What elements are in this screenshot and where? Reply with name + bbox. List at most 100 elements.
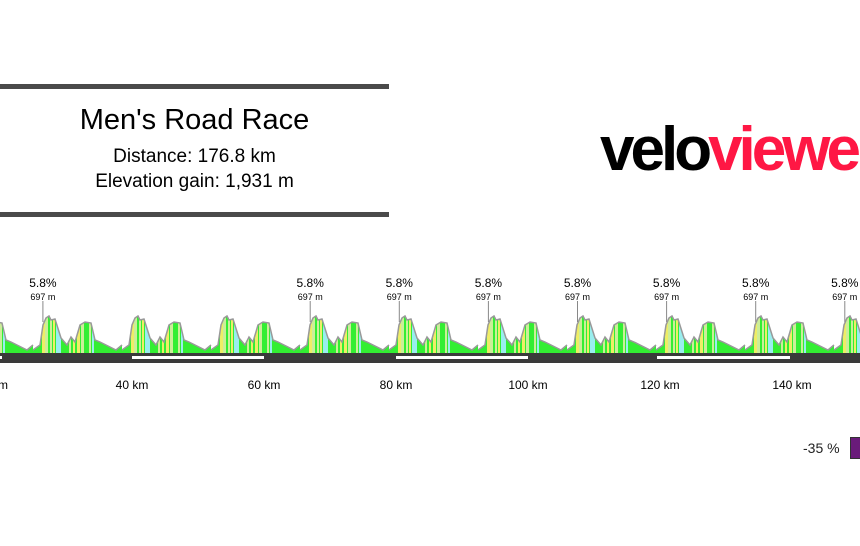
distance-bar-segment xyxy=(0,356,2,359)
gradient-segment xyxy=(490,316,493,353)
distance-bar-segment xyxy=(396,356,528,359)
gradient-segment xyxy=(487,316,490,353)
profile-outline xyxy=(566,314,657,351)
gradient-segment xyxy=(501,316,506,353)
elevation-profile-chart: km 40 km 60 km 80 km 100 km 120 km 140 km 5.8% 6… xyxy=(0,276,860,392)
gradient-segment xyxy=(142,316,144,353)
gradient-segment xyxy=(56,316,61,353)
gradient-segment xyxy=(255,316,258,353)
gradient-segment xyxy=(398,316,401,353)
climb-elevation-label: 697 m xyxy=(387,292,412,302)
gradient-segment xyxy=(145,316,150,353)
gradient-segment xyxy=(412,316,417,353)
gradient-segment xyxy=(785,316,787,353)
profile-lap-area xyxy=(0,322,33,353)
gradient-segment xyxy=(178,316,180,353)
title-box: Men's Road Race Distance: 176.8 km Eleva… xyxy=(0,90,389,212)
gradient-segment xyxy=(696,316,698,353)
gradient-segment xyxy=(851,316,853,353)
gradient-segment xyxy=(139,316,141,353)
gradient-segment xyxy=(534,316,536,353)
climb-elevation-label: 697 m xyxy=(743,292,768,302)
profile-outline xyxy=(655,314,746,351)
gradient-segment xyxy=(445,316,447,353)
climb-elevation-label: 697 m xyxy=(654,292,679,302)
gradient-segment xyxy=(317,316,319,353)
profile-outline xyxy=(121,314,212,351)
gradient-segment xyxy=(607,316,609,353)
distance-bar-segment xyxy=(657,356,790,359)
gradient-segment xyxy=(437,316,440,353)
gradient-segment xyxy=(665,316,668,353)
gradient-segment xyxy=(170,316,173,353)
gradient-segment xyxy=(73,316,75,353)
gradient-segment xyxy=(692,316,694,353)
gradient-segment xyxy=(587,316,589,353)
legend-swatch xyxy=(850,437,860,459)
gradient-segment xyxy=(89,316,91,353)
gradient-segment xyxy=(789,316,792,353)
gradient-segment xyxy=(615,316,618,353)
climb-elevation-label: 697 m xyxy=(832,292,857,302)
gradient-segment xyxy=(228,316,230,353)
profile-outline xyxy=(833,314,860,351)
profile-outline xyxy=(388,314,479,351)
gradient-segment xyxy=(348,316,351,353)
gradient-segment xyxy=(69,316,71,353)
distance-bar-segment xyxy=(132,356,264,359)
gradient-segment xyxy=(579,316,582,353)
gradient-segment xyxy=(429,316,431,353)
gradient-segment xyxy=(846,316,849,353)
climb-gradient-label: 5.8% xyxy=(29,276,57,290)
gradient-segment xyxy=(623,316,625,353)
gradient-segment xyxy=(768,316,773,353)
gradient-segment xyxy=(611,316,614,353)
gradient-segment xyxy=(320,316,322,353)
profile-outline xyxy=(299,314,390,351)
climb-gradient-label: 5.8% xyxy=(386,276,414,290)
profile-outline xyxy=(744,314,835,351)
x-tick-label: 40 km xyxy=(116,378,149,392)
gradient-segment xyxy=(312,316,315,353)
climb-gradient-label: 5.8% xyxy=(653,276,681,290)
gradient-segment xyxy=(0,316,2,353)
x-tick-label: 80 km xyxy=(380,378,413,392)
climb-elevation-label: 697 m xyxy=(476,292,501,302)
gradient-segment xyxy=(668,316,671,353)
gradient-segment xyxy=(45,316,48,353)
gradient-segment xyxy=(77,316,80,353)
race-title: Men's Road Race xyxy=(79,104,310,136)
climb-gradient-label: 5.8% xyxy=(742,276,770,290)
gradient-segment xyxy=(162,316,164,353)
profile-outline xyxy=(0,321,34,351)
gradient-segment xyxy=(406,316,408,353)
gradient-segment xyxy=(673,316,675,353)
gradient-segment xyxy=(401,316,404,353)
climb-gradient-label: 5.8% xyxy=(831,276,859,290)
gradient-segment xyxy=(309,316,312,353)
profile-outline xyxy=(210,314,301,351)
gradient-segment xyxy=(251,316,253,353)
bottom-rule xyxy=(0,212,389,217)
gradient-segment xyxy=(712,316,714,353)
climb-gradient-label: 5.8% xyxy=(297,276,325,290)
gradient-segment xyxy=(854,316,856,353)
gradient-segment xyxy=(323,316,328,353)
gradient-segment xyxy=(757,316,760,353)
profile-outline xyxy=(32,314,123,351)
profile-outline xyxy=(477,314,568,351)
gradient-segment xyxy=(425,316,427,353)
gradient-segment xyxy=(793,316,796,353)
climb-elevation-label: 697 m xyxy=(298,292,323,302)
climb-gradient-label: 5.8% xyxy=(475,276,503,290)
x-tick-label: 120 km xyxy=(640,378,679,392)
gradient-segment xyxy=(522,316,525,353)
gradient-segment xyxy=(81,316,84,353)
gradient-segment xyxy=(42,316,45,353)
gradient-segment xyxy=(676,316,678,353)
gradient-segment xyxy=(765,316,767,353)
gradient-segment xyxy=(584,316,586,353)
gradient-segment xyxy=(498,316,500,353)
gradient-segment xyxy=(231,316,233,353)
veloviewer-logo: veloviewer xyxy=(600,115,860,184)
